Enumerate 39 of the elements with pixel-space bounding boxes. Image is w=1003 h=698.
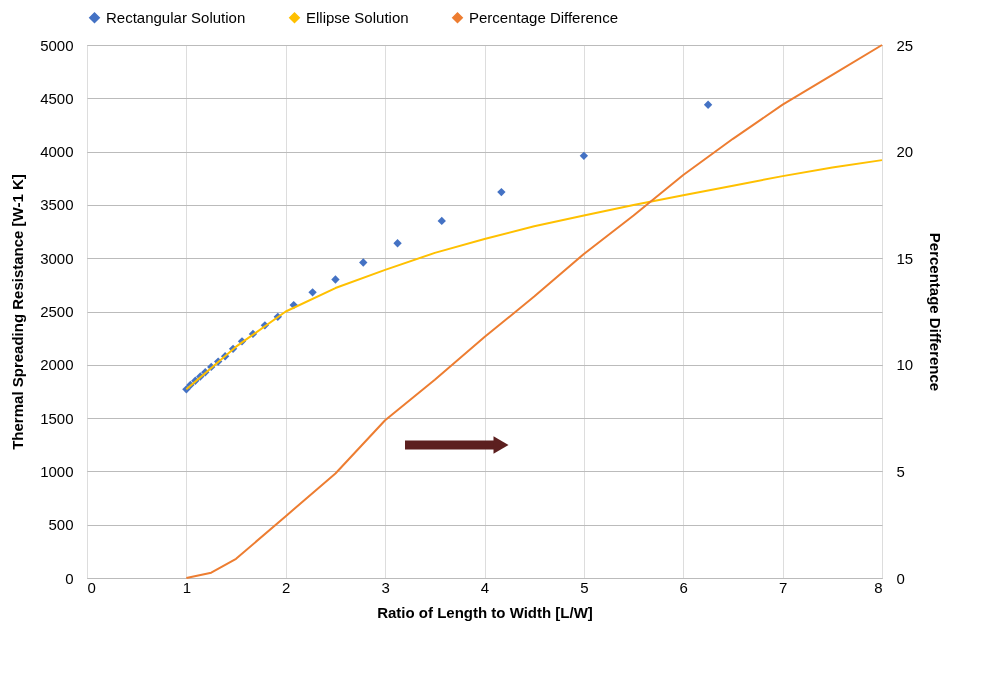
- y2-tick-label: 10: [896, 356, 914, 374]
- y-tick-label: 2000: [40, 356, 74, 374]
- x-tick-label: 0: [87, 578, 96, 596]
- y-tick-label: 3500: [40, 196, 74, 214]
- y-tick-label: 1000: [40, 462, 74, 480]
- y-tick-label: 4000: [40, 143, 74, 161]
- y-tick-label: 1500: [40, 409, 74, 427]
- x-tick-label: 3: [381, 578, 390, 596]
- legend-label: Ellipse Solution: [306, 8, 409, 26]
- y-tick-label: 3000: [40, 249, 74, 267]
- point: [308, 288, 317, 297]
- y-tick-label: 2500: [40, 303, 74, 320]
- point: [497, 187, 506, 197]
- point: [703, 100, 713, 109]
- legend-label: Percentage Difference: [469, 8, 618, 26]
- y2-tick-label: 25: [896, 36, 914, 54]
- point: [437, 216, 446, 226]
- x-axis-title: Ratio of Length to Width [L/W]: [377, 603, 593, 621]
- x-tick-label: 4: [480, 578, 490, 596]
- x-tick-label: 2: [282, 578, 291, 596]
- y-axis-title: Thermal Spreading Resistance [W-1 K]: [9, 174, 27, 450]
- point: [579, 151, 589, 161]
- y-tick-label: 4500: [40, 89, 74, 107]
- y-tick-label: 5000: [40, 36, 74, 54]
- x-tick-label: 6: [679, 578, 688, 596]
- y2-axis-title: Percentage Difference: [927, 232, 945, 392]
- point: [331, 275, 340, 284]
- x-tick-label: 7: [778, 578, 788, 596]
- point: [359, 258, 368, 267]
- x-tick-label: 5: [580, 578, 589, 596]
- y2-tick-label: 5: [896, 462, 905, 480]
- point: [393, 239, 402, 248]
- legend-label: Rectangular Solution: [106, 8, 246, 26]
- y-tick-label: 500: [48, 516, 74, 534]
- line-series: [185, 44, 883, 579]
- y2-tick-label: 20: [896, 143, 914, 161]
- x-tick-label: 8: [874, 578, 883, 596]
- y2-tick-label: 15: [896, 249, 914, 267]
- x-tick-label: 1: [182, 578, 192, 596]
